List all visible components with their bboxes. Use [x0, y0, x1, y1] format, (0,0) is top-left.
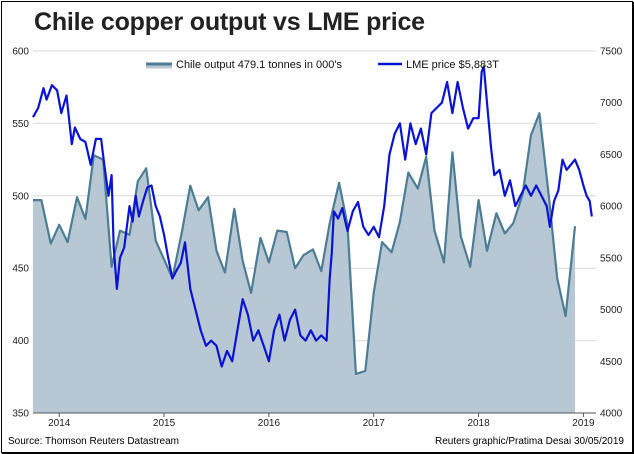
y-left-tick-label-3: 500 [12, 191, 29, 202]
x-tick-label-1: 2015 [153, 418, 176, 429]
x-tick-label-5: 2019 [572, 418, 595, 429]
source-note: Source: Thomson Reuters Datastream [8, 436, 180, 447]
x-tick-label-0: 2014 [48, 418, 71, 429]
chart-title: Chile copper output vs LME price [34, 8, 425, 36]
y-right-tick-label-5: 6500 [600, 150, 623, 161]
y-right-tick-label-6: 7000 [600, 98, 623, 109]
y-left-tick-label-5: 600 [12, 47, 29, 58]
output-area-fill [33, 113, 576, 414]
y-right-tick-label-3: 5500 [600, 253, 623, 264]
legend-label-price: LME price $5,883T [406, 59, 499, 71]
x-tick-label-2: 2016 [258, 418, 281, 429]
legend-label-output: Chile output 479.1 tonnes in 000's [176, 59, 342, 71]
y-left-tick-label-1: 400 [12, 336, 29, 347]
y-right-tick-label-2: 5000 [600, 305, 623, 316]
y-right-tick-label-0: 4000 [600, 409, 623, 420]
y-left-tick-label-2: 450 [12, 264, 29, 275]
credit-note: Reuters graphic/Pratima Desai 30/05/2019 [435, 436, 624, 447]
y-left-tick-label-0: 350 [12, 409, 29, 420]
price-line [32, 65, 593, 368]
x-tick-label-3: 2017 [363, 418, 386, 429]
y-right-tick-label-1: 4500 [600, 357, 623, 368]
x-tick-label-4: 2018 [467, 418, 490, 429]
y-right-tick-label-4: 6000 [600, 202, 623, 213]
y-left-tick-label-4: 550 [12, 119, 29, 130]
output-area-line [33, 112, 577, 375]
y-right-tick-label-7: 7500 [600, 47, 623, 58]
